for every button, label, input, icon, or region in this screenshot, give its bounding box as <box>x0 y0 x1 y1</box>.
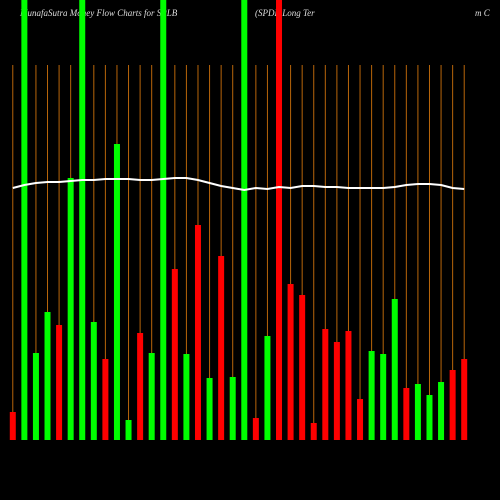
chart-title: MunafaSutra Money Flow Charts for SPLB <box>19 8 178 18</box>
bar <box>403 388 410 440</box>
bar <box>426 395 433 440</box>
bar <box>125 420 132 440</box>
bar <box>276 0 283 440</box>
bar <box>90 322 97 440</box>
bar <box>322 329 329 440</box>
bar <box>44 312 51 440</box>
bar <box>461 359 468 440</box>
bar <box>252 418 259 440</box>
bar <box>206 378 213 440</box>
bar <box>264 336 271 440</box>
bar <box>333 342 340 440</box>
bar <box>229 377 236 440</box>
bar <box>357 399 364 440</box>
bar <box>391 299 398 440</box>
bar <box>21 0 28 440</box>
bar <box>183 354 190 440</box>
bar <box>102 359 109 440</box>
bar <box>287 284 294 440</box>
bar <box>148 353 155 440</box>
bar <box>9 412 16 440</box>
bar <box>380 354 387 440</box>
chart-subtitle: (SPDR Long Ter <box>255 8 315 18</box>
bar <box>67 178 74 440</box>
bar <box>32 353 39 440</box>
bar <box>241 0 248 440</box>
bar <box>56 325 63 440</box>
bar <box>218 256 225 440</box>
money-flow-line <box>12 177 465 192</box>
bar <box>310 423 317 440</box>
bar <box>299 295 306 440</box>
bar <box>194 225 201 440</box>
bar <box>160 0 167 440</box>
bar <box>137 333 144 440</box>
bar <box>368 351 375 440</box>
bar <box>414 384 421 440</box>
bar <box>171 269 178 440</box>
chart-subtitle-tail: m C <box>475 8 491 18</box>
bar <box>449 370 456 440</box>
bar <box>79 0 86 440</box>
bar <box>345 331 352 440</box>
bar <box>113 144 120 440</box>
bar <box>438 382 445 440</box>
